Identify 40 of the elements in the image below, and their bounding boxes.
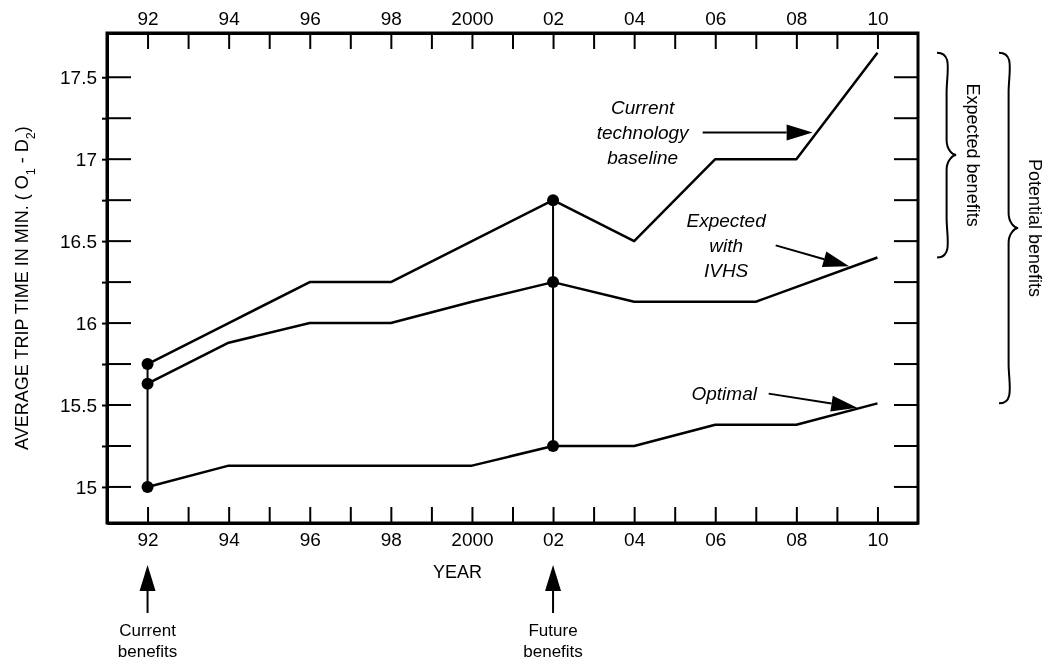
x-tick-label: 98: [380, 8, 402, 29]
x-tick-label: 06: [705, 8, 727, 29]
text: Potential benefits: [1025, 158, 1045, 298]
x2-tick-label: 94: [218, 529, 241, 551]
point: [547, 439, 560, 452]
annotation: Optimal: [691, 383, 758, 405]
x-tick-label: 10: [867, 8, 889, 29]
annotation: Expected with IVHS: [686, 210, 768, 282]
x-axis-title: YEAR: [432, 562, 483, 582]
x-tick-label: 96: [299, 8, 321, 29]
x2-tick-label: 92: [137, 529, 159, 551]
annotation: Current technology baseline: [596, 97, 691, 169]
x-tick-label: 92: [137, 8, 159, 29]
point: [141, 480, 154, 493]
y-tick-label: 15: [75, 476, 97, 498]
x-tick-label: 2000: [451, 8, 494, 29]
x2-tick-label: 10: [867, 529, 889, 551]
y-tick-label: 17.5: [60, 66, 97, 88]
y-tick-label: 15.5: [60, 394, 97, 416]
point: [141, 377, 154, 390]
annotation: Future benefits: [523, 621, 583, 659]
x-tick-label: 94: [218, 8, 241, 29]
x-tick-label: 04: [624, 8, 646, 29]
y-tick-label: 16.5: [60, 230, 97, 252]
annotation: Current benefits: [117, 621, 178, 659]
text: Expected benefits: [963, 83, 983, 227]
point: [547, 194, 560, 207]
y-tick-label: 17: [75, 148, 97, 170]
point: [547, 276, 560, 289]
x2-tick-label: 2000: [451, 529, 494, 551]
x2-tick-label: 06: [705, 529, 727, 551]
x2-tick-label: 02: [542, 529, 565, 551]
x2-tick-label: 08: [786, 529, 808, 551]
x2-tick-label: 98: [380, 529, 402, 551]
x-tick-label: 02: [542, 8, 565, 29]
y-tick-label: 16: [75, 312, 97, 334]
x2-tick-label: 96: [299, 529, 321, 551]
x-tick-label: 08: [786, 8, 808, 29]
x2-tick-label: 04: [624, 529, 646, 551]
point: [141, 358, 154, 371]
